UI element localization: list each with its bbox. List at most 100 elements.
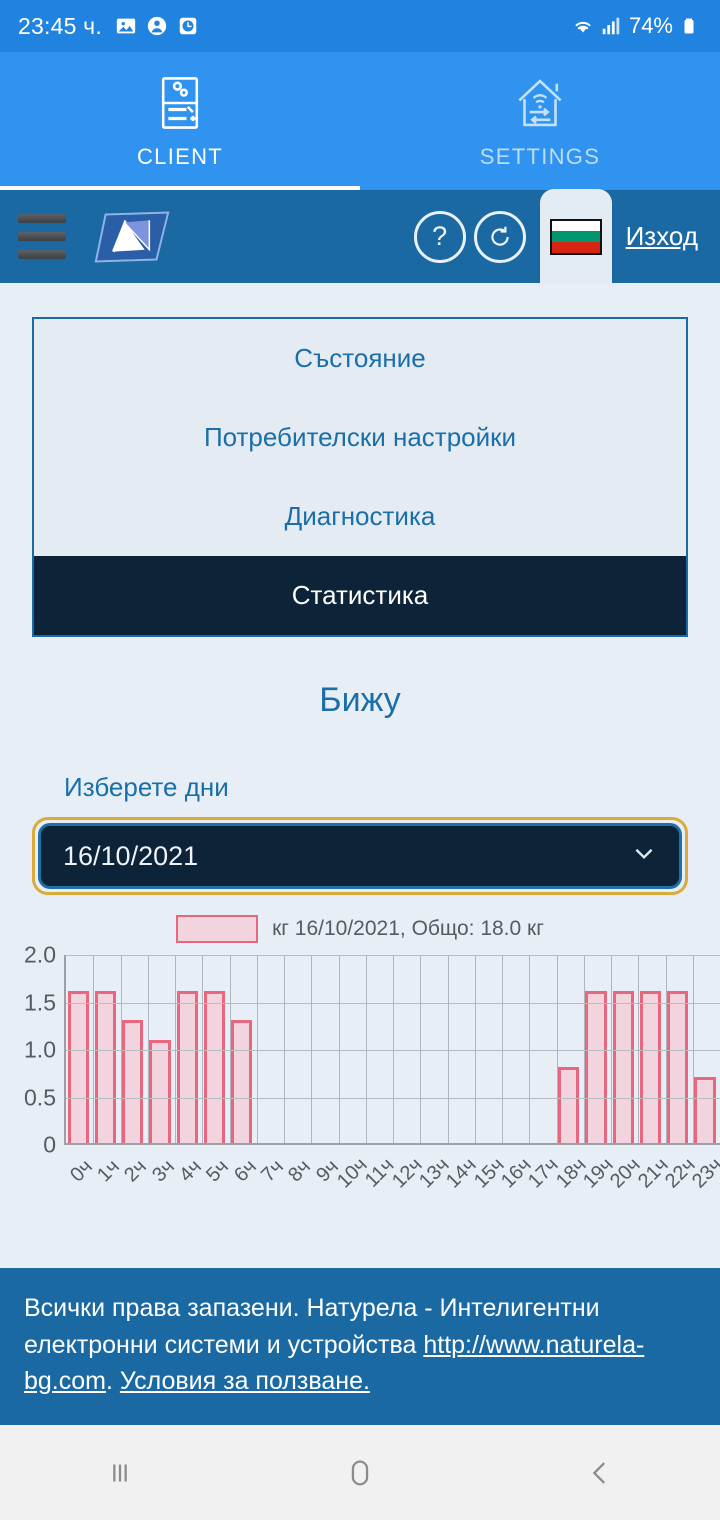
statistics-bar-chart: кг 16/10/2021, Общо: 18.0 кг 0 0.5 1.0 1.5 2… (0, 915, 720, 1193)
battery-percent-label: 74% (628, 13, 673, 38)
footer-terms-link[interactable]: Условия за ползване. (119, 1366, 370, 1395)
footer-site-link[interactable]: http://www.naturela-bg.com (24, 1330, 645, 1395)
x-tick-slot: 6ч (228, 1151, 261, 1221)
x-tick-slot: 2ч (119, 1151, 151, 1221)
page-title: Бижу (319, 681, 401, 719)
chart-bar-slot (666, 955, 693, 1143)
chart-bar (94, 991, 117, 1143)
section-nav-menu: Състояние Потребителски настройки Диагно… (32, 317, 688, 637)
grid-line (529, 955, 531, 1143)
day-select[interactable]: 16/10/2021 (38, 823, 682, 889)
app-header-bar: ? Изход (0, 189, 720, 284)
chart-bar (67, 991, 89, 1143)
page-body: Състояние Потребителски настройки Диагно… (0, 317, 720, 1193)
grid-line (284, 955, 285, 1143)
chart-bar-slot (557, 955, 584, 1143)
naturela-logo (88, 206, 176, 268)
exit-link[interactable]: Изход (625, 221, 698, 251)
chart-bar-slot (148, 955, 175, 1143)
chart-bar (231, 1019, 253, 1143)
recents-icon[interactable] (75, 1438, 165, 1508)
grid-line (420, 955, 422, 1143)
chart-bar-slot (475, 955, 502, 1143)
person-icon (146, 15, 168, 37)
grid-line (175, 955, 176, 1143)
x-tick-slot: 18ч (552, 1151, 591, 1221)
grid-line (365, 955, 367, 1143)
chart-bar-slot (257, 955, 284, 1143)
client-panel-icon (149, 72, 211, 134)
x-tick-slot: 9ч (310, 1151, 343, 1221)
chart-bar-slot (121, 955, 148, 1143)
menu-item-user-settings[interactable]: Потребителски настройки (203, 422, 517, 452)
clock-icon (177, 15, 199, 37)
chart-bar-slot (448, 955, 475, 1143)
tab-settings-label: SETTINGS (479, 144, 601, 169)
chart-legend: кг 16/10/2021, Общо: 18.0 кг (0, 915, 720, 943)
x-tick-slot: 4ч (173, 1151, 206, 1221)
day-select-focus-ring: 16/10/2021 (32, 817, 688, 895)
chart-bar-slot (693, 955, 720, 1143)
x-tick-slot: 11ч (361, 1151, 399, 1221)
footer-separator: . (105, 1366, 120, 1395)
x-tick-label: 23ч (688, 1153, 720, 1193)
help-label: ? (432, 221, 448, 251)
x-tick-slot: 16ч (497, 1151, 536, 1221)
menu-item-status[interactable]: Състояние (294, 343, 426, 373)
chart-bar-slot (202, 955, 229, 1143)
x-tick-slot: 17ч (524, 1151, 563, 1221)
x-tick-slot: 23ч (688, 1151, 720, 1221)
grid-line (556, 955, 558, 1143)
y-tick-label: 0 (43, 1131, 56, 1158)
day-select-value: 16/10/2021 (63, 840, 199, 871)
x-tick-slot: 15ч (470, 1151, 509, 1221)
menu-item-diagnostics[interactable]: Диагностика (284, 501, 436, 531)
top-tab-bar: CLIENT SETTINGS (0, 52, 720, 190)
home-icon[interactable] (315, 1438, 405, 1508)
chart-bar-slot (93, 955, 120, 1143)
chart-bar-slot (339, 955, 366, 1143)
chart-bar (122, 1019, 144, 1143)
language-flag-button[interactable] (539, 189, 612, 284)
chart-bar-slot (66, 955, 93, 1143)
signal-icon (600, 15, 622, 37)
tab-client[interactable]: CLIENT (0, 52, 360, 190)
tab-settings[interactable]: SETTINGS (360, 52, 720, 190)
chart-bar (667, 991, 689, 1143)
grid-line (583, 955, 585, 1143)
android-status-bar: 23:45 ч. 74% (0, 0, 720, 52)
chart-bar-slot (638, 955, 665, 1143)
bulgaria-flag-icon (549, 218, 602, 255)
chart-bar-slot (175, 955, 202, 1143)
chart-bar (149, 1040, 171, 1143)
grid-line (502, 955, 503, 1143)
chart-bar-slot (311, 955, 338, 1143)
refresh-icon[interactable] (473, 210, 526, 263)
chart-x-axis: 0ч 1ч 2ч 3ч 4ч 5ч 6ч 7ч 8ч 9ч 10ч 11ч 12ч 13ч 14ч 15ч 16… (64, 1151, 720, 1221)
grid-line (93, 955, 95, 1143)
grid-line (474, 955, 476, 1143)
chart-bar-slot (529, 955, 556, 1143)
footer-text: Всички права запазени. Натурела - Интели… (24, 1294, 600, 1359)
x-tick-slot: 3ч (146, 1151, 179, 1221)
help-icon[interactable]: ? (413, 210, 466, 263)
x-tick-slot: 20ч (606, 1151, 645, 1221)
x-tick-slot: 10ч (333, 1151, 372, 1221)
grid-line (311, 955, 313, 1143)
hamburger-icon[interactable] (18, 214, 66, 259)
chart-bar-slot (502, 955, 529, 1143)
chart-bar-slot (366, 955, 393, 1143)
battery-icon (680, 15, 702, 37)
grid-line (665, 955, 667, 1143)
y-tick-label: 2.0 (24, 941, 56, 968)
grid-line (202, 955, 204, 1143)
chart-bar (639, 991, 662, 1143)
menu-item-statistics[interactable]: Статистика (34, 556, 686, 635)
grid-line (229, 955, 231, 1143)
back-icon[interactable] (555, 1438, 645, 1508)
status-bar-clock: 23:45 ч. (18, 12, 102, 39)
x-tick-slot: 8ч (283, 1151, 315, 1221)
smart-home-wifi-icon (509, 72, 571, 134)
chart-bar (585, 991, 607, 1143)
x-tick-slot: 7ч (255, 1151, 288, 1221)
